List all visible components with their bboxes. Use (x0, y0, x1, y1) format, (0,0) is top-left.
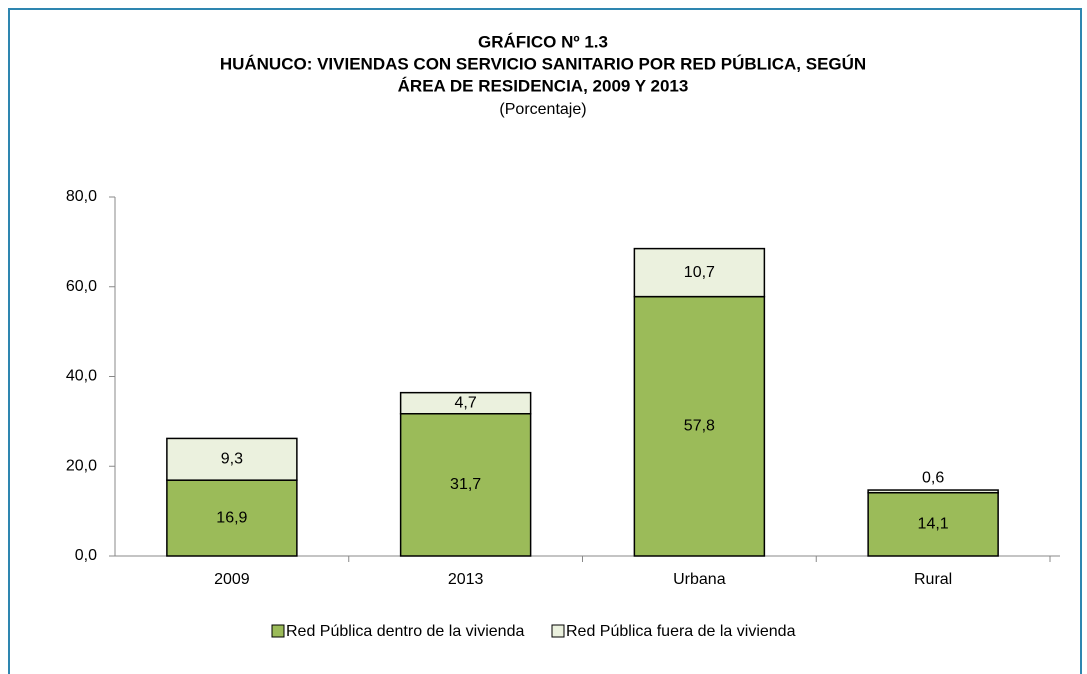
legend-swatch (271, 624, 285, 638)
data-label: 16,9 (216, 509, 247, 526)
bar-segment (166, 479, 298, 557)
legend-label: Red Pública dentro de la vivienda (286, 623, 524, 640)
y-tick-label: 40,0 (66, 368, 97, 385)
y-tick-label: 60,0 (66, 278, 97, 295)
data-label: 31,7 (450, 476, 481, 493)
frame (8, 8, 1082, 674)
x-tick-label: 2009 (214, 571, 250, 588)
legend-swatch (551, 624, 565, 638)
y-tick-label: 80,0 (66, 188, 97, 205)
y-tick-label: 0,0 (75, 547, 97, 564)
bar-segment (867, 491, 999, 557)
data-label: 4,7 (455, 394, 477, 411)
data-label: 0,6 (922, 469, 944, 486)
x-tick-label: Rural (914, 571, 952, 588)
chart-subtitle: (Porcentaje) (499, 101, 586, 118)
chart-title: HUÁNUCO: VIVIENDAS CON SERVICIO SANITARI… (220, 54, 866, 73)
data-label: 9,3 (221, 451, 243, 468)
y-tick-label: 20,0 (66, 457, 97, 474)
chart-title: ÁREA DE RESIDENCIA, 2009 Y 2013 (398, 76, 689, 95)
bar-segment (633, 247, 766, 298)
chart-title: GRÁFICO Nº 1.3 (478, 32, 608, 51)
bar-segment (166, 437, 298, 481)
legend-label: Red Pública fuera de la vivienda (566, 623, 796, 640)
bar-segment (399, 391, 532, 415)
data-label: 10,7 (684, 264, 715, 281)
data-label: 57,8 (684, 418, 715, 435)
bar-segment (633, 295, 766, 557)
x-tick-label: Urbana (673, 571, 726, 588)
x-tick-label: 2013 (448, 571, 484, 588)
bar-segment (867, 489, 999, 494)
data-label: 14,1 (918, 516, 949, 533)
bar-segment (399, 412, 532, 557)
